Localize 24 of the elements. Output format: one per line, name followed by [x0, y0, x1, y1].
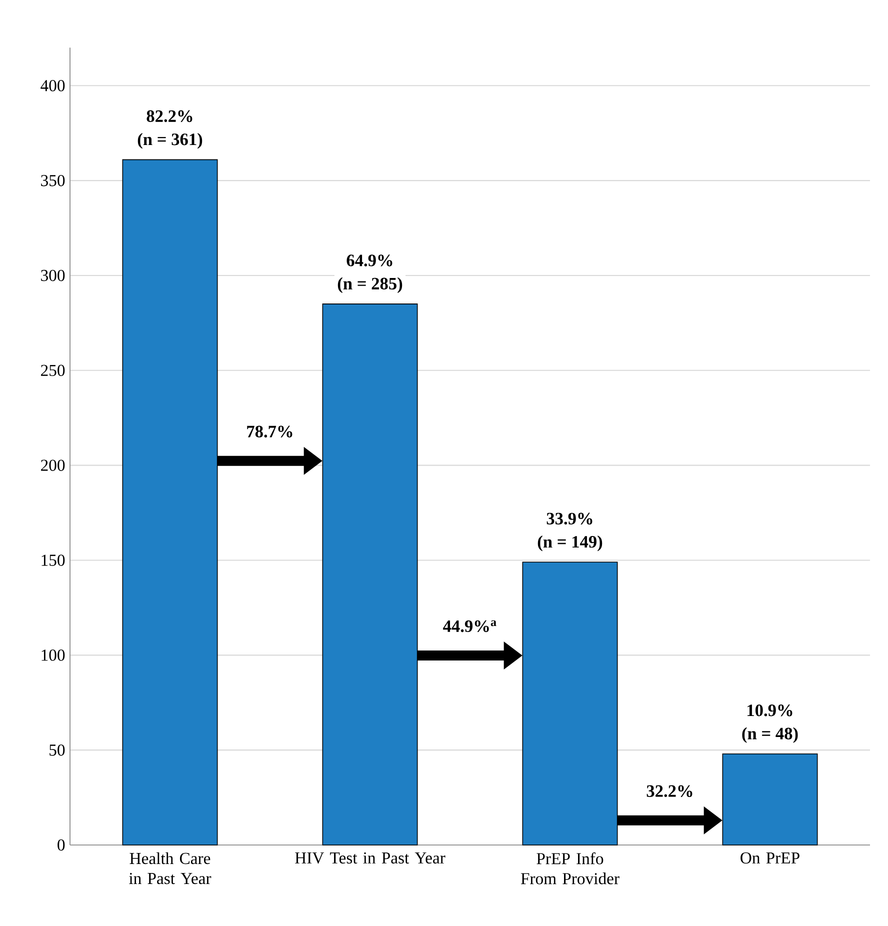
data-label: (n = 149) [538, 535, 602, 552]
annotation: 78.7% [247, 426, 292, 438]
y-tick-label: 300 [41, 270, 65, 282]
annotation: 44.9%$^{a}$ [443, 620, 496, 632]
y-tick-label: 50 [50, 744, 65, 756]
y-tick-label: 200 [41, 460, 65, 471]
x-tick-label: HIV Test in Past Year [295, 852, 446, 864]
annotation: 10.9% [748, 704, 792, 716]
annotation: 82.2% [146, 110, 192, 122]
y-tick-label: 150 [42, 554, 65, 566]
y-tick-label: 350 [41, 174, 65, 186]
y-tick-label: 0 [58, 839, 65, 851]
x-tick-label: Health Care in Past Year [129, 852, 212, 884]
annotation: 33.9% [546, 512, 592, 525]
annotation: 32.2% [646, 785, 692, 798]
y-tick-label: 100 [42, 650, 65, 661]
x-tick-label: PrEP Info From Provider [520, 852, 620, 884]
y-tick-label: 400 [40, 80, 65, 92]
x-tick-label: On PrEP [740, 852, 800, 864]
data-label: (n = 285) [338, 277, 402, 294]
annotation: 64.9% [346, 254, 392, 266]
data-label: (n = 361) [138, 133, 202, 149]
y-tick-label: 250 [41, 364, 65, 376]
data-label: (n = 48) [742, 727, 798, 743]
